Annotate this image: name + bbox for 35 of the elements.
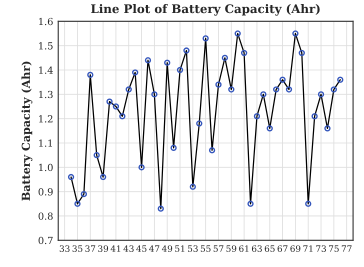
x-tick-label: 69 [290, 245, 300, 252]
x-tick-label: 71 [303, 245, 313, 252]
y-tick-label: 1.0 [39, 164, 53, 172]
y-tick-label: 1.6 [39, 18, 53, 26]
x-tick-label: 49 [162, 245, 172, 252]
x-tick-label: 55 [200, 245, 211, 252]
y-tick-label: 1.4 [39, 66, 53, 74]
x-tick-label: 41 [110, 245, 120, 252]
x-tick-label: 59 [226, 245, 236, 252]
x-tick-label: 63 [252, 245, 262, 252]
chart-title: Line Plot of Battery Capacity (Ahr) [91, 4, 320, 16]
x-tick-label: 73 [316, 245, 326, 252]
x-tick-label: 75 [329, 245, 339, 252]
x-tick-label: 53 [188, 245, 198, 252]
y-tick-label: 1.3 [39, 90, 53, 98]
y-tick-label: 0.9 [38, 188, 53, 196]
y-tick-label: 1.1 [39, 139, 52, 147]
x-tick-label: 43 [123, 245, 134, 252]
x-tick-label: 39 [98, 245, 108, 252]
x-tick-label: 57 [214, 245, 224, 252]
y-tick-label: 1.5 [39, 42, 53, 50]
x-tick-label: 61 [239, 245, 248, 252]
x-tick-label: 77 [342, 245, 352, 252]
x-tick-label: 51 [175, 245, 184, 252]
y-tick-label: 0.7 [38, 236, 53, 244]
x-tick-label: 35 [72, 245, 82, 252]
x-tick-label: 37 [85, 245, 96, 252]
y-tick-label: 1.2 [39, 115, 52, 122]
x-tick-label: 65 [264, 245, 275, 252]
x-tick-label: 67 [278, 245, 288, 252]
y-tick-label: 0.8 [38, 212, 53, 220]
y-axis-title: Battery Capacity (Ahr) [21, 62, 32, 201]
x-tick-label: 33 [60, 245, 70, 252]
x-tick-label: 45 [136, 245, 146, 252]
x-tick-label: 47 [149, 245, 160, 252]
